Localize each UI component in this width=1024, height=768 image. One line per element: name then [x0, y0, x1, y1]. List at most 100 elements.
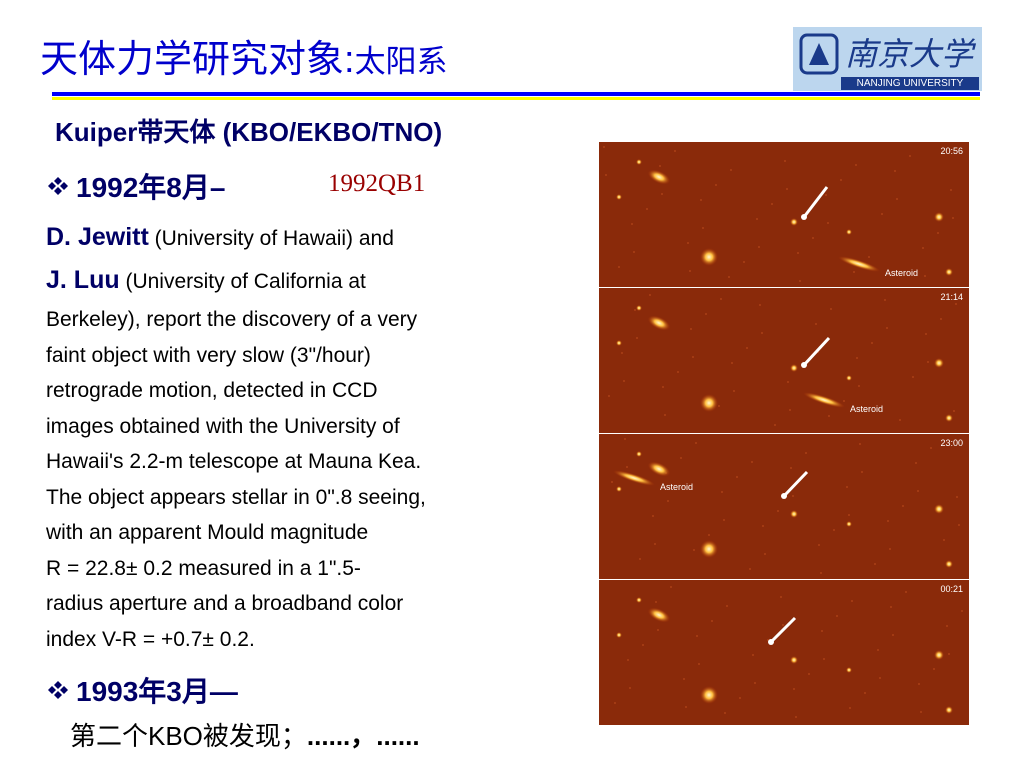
noise: [677, 371, 679, 373]
noise: [693, 549, 695, 551]
noise: [820, 572, 822, 574]
noise: [868, 256, 870, 258]
asteroid-trail: [613, 470, 655, 486]
noise: [946, 625, 948, 627]
noise: [715, 184, 717, 186]
arrow: [802, 336, 831, 367]
noise: [634, 309, 636, 311]
star: [647, 169, 671, 185]
noise: [733, 390, 735, 392]
star: [616, 486, 622, 492]
noise: [784, 160, 786, 162]
noise: [689, 270, 691, 272]
noise: [922, 247, 924, 249]
body-line: Berkeley), report the discovery of a ver…: [46, 308, 418, 331]
noise: [846, 486, 848, 488]
body-line: index V-R = +0.7± 0.2.: [46, 627, 255, 651]
noise: [955, 303, 957, 305]
star: [934, 504, 944, 514]
body-line: retrograde motion, detected in CCD: [46, 379, 378, 402]
noise: [655, 601, 657, 603]
noise: [858, 385, 860, 387]
noise: [915, 462, 917, 464]
noise: [853, 271, 855, 273]
noise: [698, 663, 700, 665]
noise: [879, 677, 881, 679]
noise: [871, 342, 873, 344]
noise: [874, 563, 876, 565]
ccd-panel: [599, 142, 969, 287]
noise: [777, 510, 779, 512]
logo-english: NANJING UNIVERSITY: [841, 77, 979, 90]
logo: 南京大学 NANJING UNIVERSITY: [793, 27, 982, 91]
noise: [890, 606, 892, 608]
noise: [771, 203, 773, 205]
noise: [933, 668, 935, 670]
author-name: D. Jewitt: [46, 223, 149, 251]
author-affiliation: (University of California at: [125, 270, 366, 293]
asteroid-label: Asteroid: [660, 482, 693, 492]
star: [945, 414, 953, 422]
noise: [692, 356, 694, 358]
author-line: J. Luu (University of California at: [46, 263, 366, 300]
noise: [887, 520, 889, 522]
noise: [739, 697, 741, 699]
bullet1-date: 1992年8月–: [76, 172, 226, 203]
noise: [708, 534, 710, 536]
noise: [830, 308, 832, 310]
noise: [856, 357, 858, 359]
noise: [823, 658, 825, 660]
noise: [795, 716, 797, 718]
noise: [925, 333, 927, 335]
noise: [731, 362, 733, 364]
noise: [626, 466, 628, 468]
arrow: [769, 616, 797, 644]
author-affiliation: (University of Hawaii) and: [154, 227, 394, 250]
noise: [627, 659, 629, 661]
bullet2-line: 第二个KBO被发现；......，......: [70, 716, 420, 753]
noise: [843, 400, 845, 402]
noise: [662, 386, 664, 388]
noise: [961, 610, 963, 612]
noise: [881, 213, 883, 215]
noise: [749, 568, 751, 570]
noise: [805, 452, 807, 454]
timestamp: 21:14: [940, 292, 963, 302]
noise: [736, 476, 738, 478]
noise: [780, 596, 782, 598]
noise: [723, 519, 725, 521]
noise: [793, 688, 795, 690]
star: [647, 607, 671, 623]
noise: [623, 380, 625, 382]
star: [616, 194, 622, 200]
noise: [761, 332, 763, 334]
noise: [670, 586, 672, 588]
noise: [905, 591, 907, 593]
noise: [790, 467, 792, 469]
body-line: faint object with very slow (3"/hour): [46, 343, 371, 367]
heading: Kuiper带天体 (KBO/EKBO/TNO): [55, 117, 443, 147]
star: [934, 358, 944, 368]
bullet1-object: 1992QB1: [328, 170, 426, 197]
bullet2-dots: ......，......: [306, 721, 420, 751]
noise: [695, 442, 697, 444]
noise: [762, 525, 764, 527]
timestamp: 00:21: [940, 584, 963, 594]
noise: [746, 347, 748, 349]
bullet2-text: 第二个KBO被发现；: [70, 721, 307, 751]
noise: [654, 543, 656, 545]
star: [846, 229, 852, 235]
star: [636, 451, 642, 457]
noise: [642, 644, 644, 646]
noise: [896, 198, 898, 200]
body-line: R = 22.8± 0.2 measured in a 1".5-: [46, 556, 361, 580]
noise: [702, 227, 704, 229]
noise: [940, 318, 942, 320]
noise: [752, 654, 754, 656]
noise: [927, 361, 929, 363]
noise: [789, 409, 791, 411]
noise: [629, 687, 631, 689]
logo-name: 南京大学: [845, 36, 974, 72]
noise: [924, 275, 926, 277]
noise: [657, 629, 659, 631]
